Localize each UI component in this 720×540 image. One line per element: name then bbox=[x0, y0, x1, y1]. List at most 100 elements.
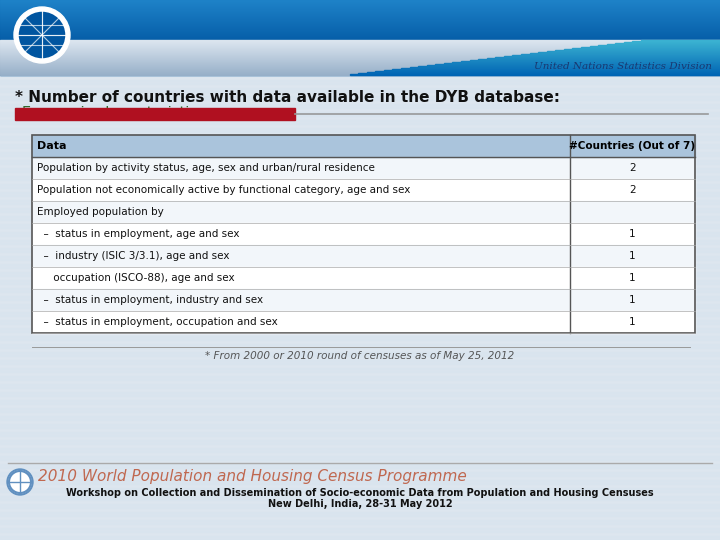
Bar bbox=[564, 49, 720, 50]
Bar bbox=[32, 289, 695, 311]
Text: Economic characteristics: Economic characteristics bbox=[22, 106, 205, 121]
Bar bbox=[427, 65, 720, 66]
Bar bbox=[0, 448, 720, 452]
Bar bbox=[0, 35, 720, 36]
Bar bbox=[0, 216, 720, 220]
Bar bbox=[350, 74, 720, 75]
Text: Data: Data bbox=[37, 141, 66, 151]
Text: * Number of countries with data available in the DYB database:: * Number of countries with data availabl… bbox=[15, 90, 560, 105]
Bar bbox=[0, 528, 720, 532]
Bar bbox=[470, 60, 720, 61]
Bar bbox=[0, 384, 720, 388]
Bar bbox=[0, 72, 720, 76]
Text: 1: 1 bbox=[629, 317, 636, 327]
Bar bbox=[0, 45, 720, 46]
Text: United Nations Statistics Division: United Nations Statistics Division bbox=[534, 62, 712, 71]
Bar bbox=[0, 62, 720, 63]
Bar bbox=[0, 16, 720, 17]
Bar bbox=[0, 54, 720, 55]
Bar bbox=[0, 504, 720, 508]
Bar bbox=[0, 53, 720, 54]
Bar bbox=[0, 24, 720, 25]
Bar bbox=[0, 536, 720, 540]
Bar bbox=[0, 47, 720, 48]
Bar bbox=[0, 61, 720, 62]
Bar bbox=[0, 23, 720, 24]
Bar bbox=[0, 13, 720, 14]
Bar bbox=[0, 73, 720, 74]
Bar bbox=[0, 38, 720, 39]
Bar bbox=[0, 25, 720, 26]
Bar bbox=[0, 64, 720, 65]
Text: –  status in employment, occupation and sex: – status in employment, occupation and s… bbox=[37, 317, 278, 327]
Bar bbox=[32, 223, 695, 245]
Bar bbox=[0, 464, 720, 468]
Bar bbox=[0, 264, 720, 268]
Bar bbox=[521, 54, 720, 55]
Bar bbox=[32, 267, 695, 289]
Bar bbox=[0, 8, 720, 9]
Bar bbox=[0, 19, 720, 20]
Bar bbox=[15, 108, 295, 120]
Bar bbox=[0, 272, 720, 276]
Bar bbox=[32, 135, 695, 333]
Bar bbox=[530, 53, 720, 54]
Bar bbox=[478, 59, 720, 60]
Bar bbox=[0, 128, 720, 132]
Bar bbox=[0, 440, 720, 444]
Text: –  industry (ISIC 3/3.1), age and sex: – industry (ISIC 3/3.1), age and sex bbox=[37, 251, 230, 261]
Bar bbox=[0, 376, 720, 380]
Bar bbox=[0, 32, 720, 33]
Bar bbox=[452, 62, 720, 63]
Bar bbox=[0, 48, 720, 49]
Bar bbox=[0, 30, 720, 31]
Bar bbox=[0, 7, 720, 8]
Bar bbox=[0, 68, 720, 69]
Bar bbox=[461, 61, 720, 62]
Bar bbox=[0, 224, 720, 228]
Bar bbox=[0, 57, 720, 58]
Bar bbox=[0, 3, 720, 4]
Bar bbox=[0, 48, 720, 49]
Bar bbox=[32, 157, 695, 179]
Bar bbox=[444, 63, 720, 64]
Bar bbox=[0, 18, 720, 19]
Bar bbox=[0, 40, 720, 41]
Bar bbox=[32, 179, 695, 201]
Bar bbox=[607, 44, 720, 45]
Bar bbox=[0, 21, 720, 22]
Bar bbox=[0, 416, 720, 420]
Bar bbox=[487, 58, 720, 59]
Bar bbox=[0, 408, 720, 412]
Bar bbox=[358, 73, 720, 74]
Bar bbox=[410, 67, 720, 68]
Bar bbox=[0, 49, 720, 50]
Bar bbox=[0, 70, 720, 71]
Bar bbox=[0, 49, 720, 50]
Bar bbox=[435, 64, 720, 65]
Bar bbox=[0, 496, 720, 500]
Bar bbox=[384, 70, 720, 71]
Bar bbox=[0, 74, 720, 75]
Bar bbox=[0, 184, 720, 188]
Bar bbox=[0, 14, 720, 15]
Bar bbox=[0, 15, 720, 16]
Bar bbox=[0, 46, 720, 47]
Bar bbox=[0, 176, 720, 180]
Bar bbox=[0, 41, 720, 42]
Bar bbox=[0, 11, 720, 12]
Bar bbox=[0, 40, 720, 41]
Bar bbox=[0, 304, 720, 308]
Bar bbox=[0, 112, 720, 116]
Text: 1: 1 bbox=[629, 273, 636, 283]
Bar bbox=[0, 12, 720, 13]
Bar bbox=[0, 152, 720, 156]
Bar bbox=[0, 256, 720, 260]
Bar bbox=[0, 240, 720, 244]
Text: –  status in employment, age and sex: – status in employment, age and sex bbox=[37, 229, 240, 239]
Bar bbox=[0, 392, 720, 396]
Bar bbox=[0, 45, 720, 46]
Bar bbox=[0, 96, 720, 100]
Bar bbox=[418, 66, 720, 67]
Bar bbox=[0, 424, 720, 428]
